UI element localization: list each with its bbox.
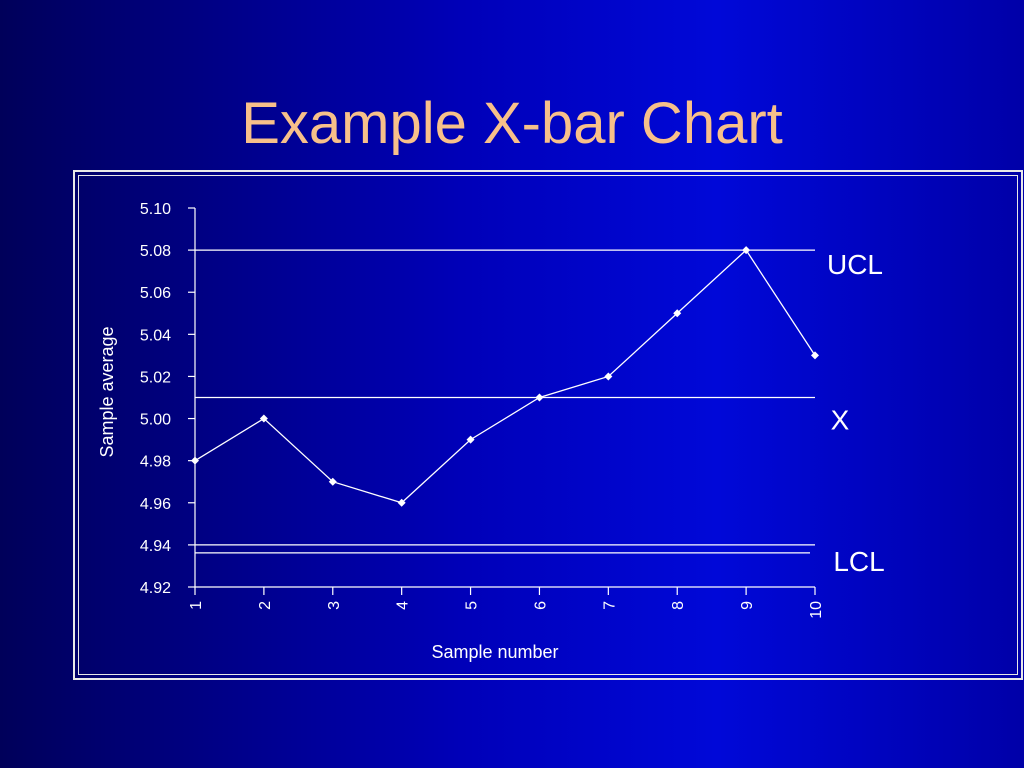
y-tick-label: 5.04 (140, 327, 171, 344)
x-axis-title: Sample number (431, 642, 558, 662)
y-tick-label: 4.96 (140, 496, 171, 513)
y-tick-label: 5.02 (140, 369, 171, 386)
x-tick-label: 2 (257, 601, 274, 610)
data-point (397, 498, 406, 507)
y-tick-label: 4.98 (140, 454, 171, 471)
data-point (604, 372, 613, 381)
y-tick-label: 5.00 (140, 412, 171, 429)
series-line (194, 249, 816, 504)
x-tick-label: 7 (601, 601, 618, 610)
data-point (535, 393, 544, 402)
x-tick-label: 8 (670, 601, 687, 610)
data-point (742, 246, 751, 255)
y-tick-label: 5.06 (140, 285, 171, 302)
x-tick-label: 4 (395, 601, 412, 610)
y-tick-label: 4.94 (140, 538, 171, 555)
y-axis-title: Sample average (97, 326, 117, 457)
x-tick-label: 1 (188, 601, 205, 610)
x-label: X (831, 405, 850, 436)
y-tick-label: 5.10 (140, 201, 171, 218)
data-point (811, 351, 819, 360)
x-tick-label: 3 (326, 601, 343, 610)
x-tick-label: 9 (739, 601, 756, 610)
lcl-label: LCL (833, 546, 884, 577)
chart-frame (73, 170, 1023, 680)
slide-title: Example X-bar Chart (241, 91, 783, 156)
ucl-label: UCL (827, 249, 883, 280)
y-tick-label: 4.92 (140, 580, 171, 597)
data-point (259, 414, 268, 423)
y-tick-label: 5.08 (140, 243, 171, 260)
data-point (328, 477, 337, 486)
data-point (191, 456, 199, 465)
x-tick-label: 10 (808, 601, 825, 619)
data-point (673, 309, 682, 318)
x-tick-label: 5 (464, 601, 481, 610)
x-tick-label: 6 (532, 601, 549, 610)
data-point (466, 435, 475, 444)
